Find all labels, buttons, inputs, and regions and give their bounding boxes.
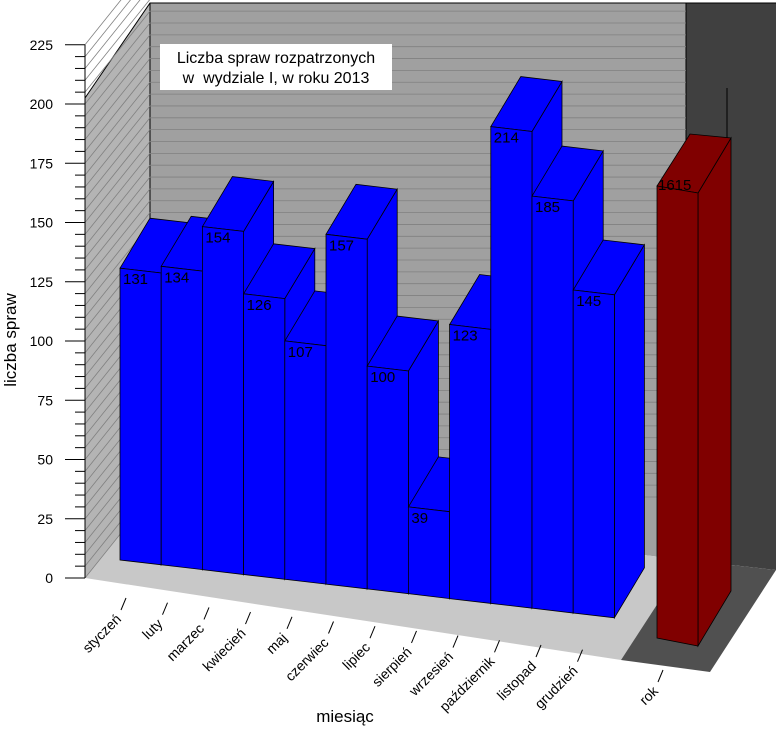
- side-grid-line: [84, 10, 151, 93]
- side-grid-line: [84, 93, 151, 176]
- x-tick: [245, 611, 251, 625]
- bar-value-label: 123: [453, 328, 478, 345]
- side-grid-line: [84, 188, 151, 271]
- chart-title-box: Liczba spraw rozpatrzonych w wydziale I,…: [160, 44, 392, 90]
- side-grid-line: [84, 81, 151, 164]
- side-grid-line: [84, 0, 150, 81]
- x-tick: [120, 597, 127, 611]
- bar-front: [325, 233, 368, 590]
- x-tick: [535, 644, 542, 658]
- bar-value-label: 107: [288, 344, 313, 361]
- y-axis-label: liczba spraw: [1, 293, 20, 387]
- y-tick-label: 125: [30, 274, 54, 290]
- y-tick-label: 100: [30, 333, 54, 349]
- side-grid-line: [84, 0, 131, 57]
- x-tick-label: styczeń: [79, 611, 124, 656]
- x-tick: [577, 649, 583, 662]
- side-grid-line: [84, 46, 151, 128]
- x-tick: [369, 626, 376, 639]
- x-axis-label: miesiąc: [316, 707, 374, 726]
- x-tick-label: luty: [139, 616, 166, 643]
- bar-grudzień: 145: [572, 239, 646, 620]
- y-tick-label: 175: [30, 155, 54, 171]
- x-tick: [203, 607, 210, 620]
- x-tick-label: listopad: [494, 658, 539, 703]
- bar-value-label: 154: [205, 230, 230, 247]
- y-axis: 0 25 50 75 100 125 150 175 200 225: [30, 37, 86, 586]
- bar-value-label: 39: [411, 510, 428, 527]
- bar-front: [490, 126, 533, 609]
- side-grid-line: [84, 105, 151, 188]
- side-grid-line: [84, 164, 151, 247]
- side-grid-line: [84, 22, 151, 105]
- bar-value-label: 126: [247, 297, 272, 314]
- y-tick-label: 25: [37, 511, 53, 527]
- y-tick-label: 75: [37, 392, 53, 408]
- bar-front: [531, 195, 574, 614]
- bar-value-label: 131: [123, 271, 148, 288]
- chart-title-line-1: Liczba spraw rozpatrzonych: [177, 50, 375, 67]
- y-tick-label: 50: [37, 452, 53, 468]
- bar-total: 1615: [656, 133, 732, 648]
- bar-value-label: 157: [329, 237, 354, 254]
- x-tick: [328, 621, 334, 634]
- side-grid-line: [84, 153, 151, 235]
- y-tick-label: 150: [30, 215, 54, 231]
- y-tick-label: 200: [30, 96, 54, 112]
- bar-value-label: 185: [535, 199, 560, 216]
- total-bar-front: [656, 185, 699, 647]
- side-grid-line: [84, 0, 122, 46]
- x-tick: [494, 640, 500, 653]
- side-grid-line: [84, 129, 151, 211]
- x-tick-label: kwiecień: [199, 625, 248, 674]
- side-grid-line: [84, 212, 151, 294]
- side-grid-line: [84, 58, 151, 140]
- bar-front: [201, 226, 245, 575]
- bar-value-label: 134: [164, 269, 189, 286]
- bar-value-label: 100: [370, 369, 395, 386]
- x-tick: [411, 630, 417, 644]
- x-tick-label: grudzień: [531, 663, 580, 712]
- side-grid-line: [84, 141, 151, 223]
- chart-title-line-2: w wydziale I, w roku 2013: [182, 70, 370, 87]
- total-bar-value-label: 1615: [658, 177, 691, 194]
- bar-front: [160, 265, 203, 571]
- y-tick-label: 0: [45, 570, 53, 586]
- bar-value-label: 145: [576, 293, 601, 310]
- side-grid-line: [84, 34, 151, 117]
- x-tick-label: rok: [636, 682, 662, 708]
- x-tick: [286, 616, 293, 629]
- x-tick-label: sierpień: [369, 644, 415, 690]
- chart-title-background: [160, 44, 392, 90]
- bar-front: [572, 289, 615, 619]
- x-tick: [657, 669, 664, 683]
- x-tick-label: maj: [263, 630, 290, 657]
- x-tick: [162, 602, 168, 615]
- side-grid-line: [84, 0, 141, 69]
- bar-value-label: 214: [494, 130, 519, 147]
- x-tick-label: lipiec: [339, 639, 373, 673]
- bar-front: [449, 324, 492, 604]
- y-tick-label: 225: [30, 37, 54, 53]
- side-grid-line: [84, 70, 151, 152]
- bar-front: [366, 365, 409, 595]
- side-grid-line: [84, 200, 151, 283]
- x-tick: [452, 635, 459, 648]
- side-grid-line: [84, 117, 151, 200]
- x-tick-label: marzec: [163, 620, 207, 664]
- bar-side: [614, 243, 645, 620]
- bars-group: 131 134 154 126 107 157 100 39 123 214 185 145 1615: [119, 76, 732, 648]
- bar-front: [243, 293, 286, 580]
- side-grid-line: [84, 176, 151, 259]
- bar-front: [119, 267, 162, 566]
- bar-front: [284, 340, 327, 585]
- total-bar-side: [697, 136, 732, 648]
